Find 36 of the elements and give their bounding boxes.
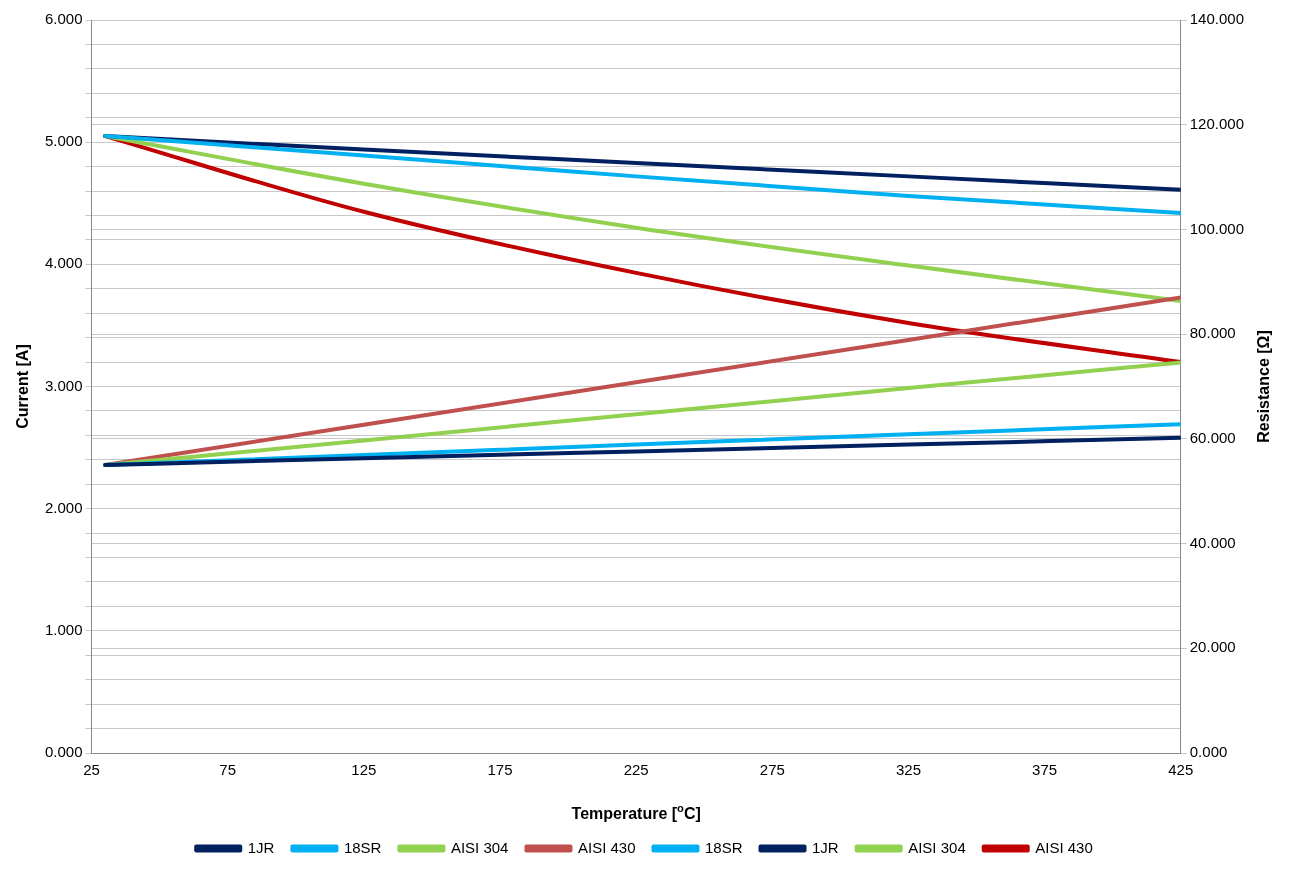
y-tick-label: 6.000 bbox=[44, 10, 83, 28]
x-tick-label: 425 bbox=[1168, 761, 1194, 779]
y-tick-label: 0.000 bbox=[44, 743, 83, 761]
y2-tick-label: 100.000 bbox=[1189, 219, 1245, 237]
legend-label: AISI 304 bbox=[450, 838, 509, 856]
y2-tick-label: 0.000 bbox=[1189, 743, 1228, 761]
legend-label: AISI 304 bbox=[908, 838, 966, 856]
legend-label: 1JR bbox=[247, 838, 275, 856]
legend-label: 18SR bbox=[705, 838, 743, 856]
y2-tick-label: 80.000 bbox=[1189, 324, 1236, 342]
y2-tick-label: 140.000 bbox=[1189, 10, 1245, 28]
y2-tick-label: 60.000 bbox=[1189, 429, 1236, 446]
y2-tick-label: 20.000 bbox=[1189, 638, 1236, 656]
legend-label: 18SR bbox=[343, 838, 382, 856]
x-tick-label: 75 bbox=[219, 761, 237, 779]
x-tick-label: 125 bbox=[351, 761, 377, 779]
x-tick-label: 225 bbox=[623, 761, 649, 779]
line-series bbox=[103, 435, 1181, 468]
x-tick-label: 175 bbox=[487, 761, 513, 779]
line-series bbox=[103, 134, 1181, 216]
x-tick-label: 375 bbox=[1032, 761, 1058, 779]
x-tick-label: 325 bbox=[895, 761, 921, 779]
legend-label: AISI 430 bbox=[577, 838, 636, 856]
y2-tick-label: 40.000 bbox=[1189, 533, 1236, 551]
legend-label: 1JR bbox=[812, 838, 839, 856]
legend-label: AISI 430 bbox=[1035, 838, 1093, 856]
y-tick-label: 2.000 bbox=[44, 498, 83, 516]
x-tick-label: 25 bbox=[83, 761, 100, 779]
y-tick-label: 1.000 bbox=[44, 620, 83, 638]
y-axis-title: Current [A] bbox=[14, 344, 32, 429]
y-tick-label: 4.000 bbox=[44, 254, 83, 272]
x-tick-label: 275 bbox=[759, 761, 785, 779]
y-tick-label: 5.000 bbox=[44, 132, 83, 150]
y2-tick-label: 120.000 bbox=[1189, 114, 1245, 132]
y-tick-label: 3.000 bbox=[44, 376, 83, 394]
y2-axis-title: Resistance [Ω] bbox=[1255, 330, 1273, 443]
